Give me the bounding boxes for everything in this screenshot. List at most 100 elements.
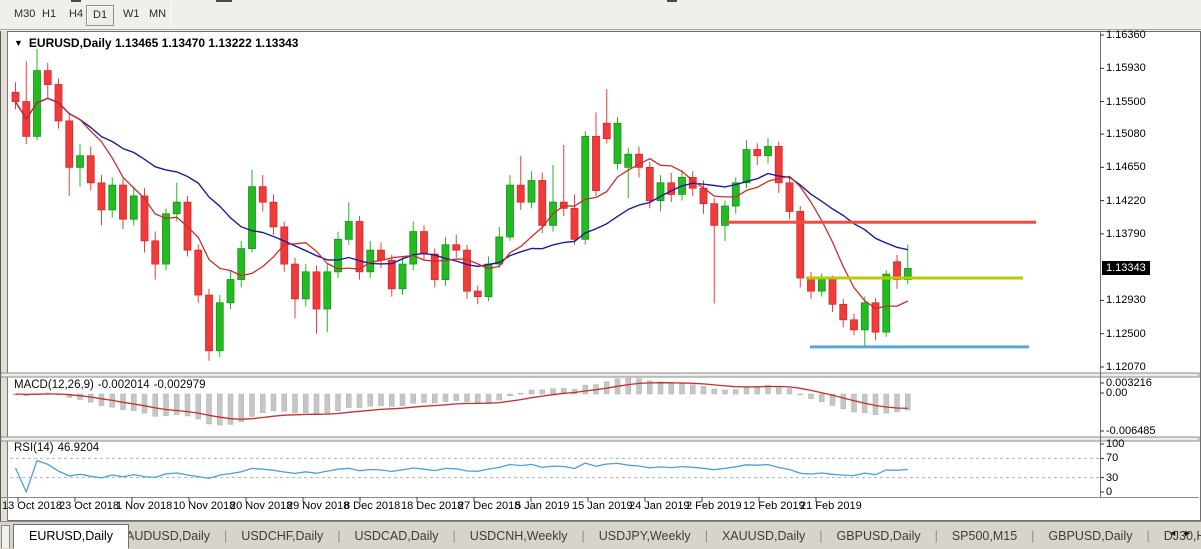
- candle-body: [11, 91, 20, 102]
- tab-usdchf-daily[interactable]: USDCHF,Daily: [241, 529, 324, 543]
- price-tick-label: 1.15500: [1106, 95, 1146, 108]
- macd-bar: [657, 381, 664, 395]
- timeframe-button-h4[interactable]: H4: [69, 8, 84, 20]
- candle-body: [473, 290, 482, 297]
- pane-divider[interactable]: [0, 372, 1200, 378]
- candle-body: [850, 319, 858, 331]
- macd-bar: [88, 393, 94, 403]
- macd-bar: [367, 393, 373, 407]
- macd-bar: [152, 393, 158, 417]
- date-tick-label: 10 Nov 2018: [173, 500, 236, 512]
- timeframe-toolbar: M30 H1 H4 D1 W1 MN: [0, 0, 1201, 30]
- macd-bar: [77, 393, 83, 400]
- date-axis[interactable]: 13 Oct 2018 23 Oct 2018 1 Nov 2018 10 Nov 2…: [0, 498, 1201, 516]
- candle-body: [656, 182, 665, 202]
- candle-body: [721, 205, 729, 226]
- macd-bar: [582, 384, 588, 395]
- macd-bar: [270, 393, 277, 412]
- macd-bar: [281, 393, 287, 412]
- date-tick-label: 21 Feb 2019: [800, 500, 862, 512]
- tab-xauusd-daily[interactable]: XAUUSD,Daily: [721, 529, 806, 543]
- pane-divider[interactable]: [0, 436, 1200, 442]
- macd-indicator-label: MACD(12,26,9) -0.002014 -0.002979: [14, 379, 205, 391]
- candle-body: [377, 249, 385, 261]
- symbol-dropdown-icon[interactable]: ▼: [14, 38, 23, 48]
- toolbar-separator: [170, 4, 171, 26]
- macd-bar: [733, 389, 739, 395]
- date-tick-label: 12 Feb 2019: [743, 500, 805, 512]
- tab-scroll-left-icon[interactable]: ◄: [1168, 528, 1184, 538]
- candle-body: [312, 271, 321, 310]
- timeframe-button-mn[interactable]: MN: [149, 8, 167, 20]
- clipped-toolbar-remnant: [216, 0, 232, 2]
- candle-body: [355, 221, 364, 273]
- timeframe-button-w1[interactable]: W1: [123, 8, 140, 20]
- timeframe-button-d1[interactable]: D1: [86, 5, 115, 26]
- candle-body: [269, 201, 278, 228]
- candle-body: [215, 302, 224, 352]
- candle-body: [97, 182, 106, 211]
- macd-bar: [453, 393, 459, 401]
- tab-eurusd-daily-active[interactable]: EURUSD,Daily: [13, 524, 130, 549]
- rsi-tick-label: 100: [1106, 438, 1125, 450]
- macd-bar: [432, 393, 438, 404]
- macd-bar: [743, 387, 750, 395]
- candle-body: [581, 135, 590, 240]
- macd-bar: [217, 393, 223, 426]
- tab-dj30-h4[interactable]: DJ30,H4: [1163, 529, 1201, 543]
- macd-bar: [174, 393, 180, 415]
- candle-body: [699, 187, 708, 205]
- candle-body: [387, 259, 396, 290]
- candle-body: [441, 244, 450, 280]
- date-tick-label: 5 Jan 2019: [515, 500, 570, 512]
- candle-body: [645, 166, 654, 202]
- candle-body: [592, 135, 600, 191]
- macd-bar: [421, 393, 427, 403]
- rsi-tick-label: 0: [1106, 486, 1113, 498]
- macd-tick-label: -0.006485: [1106, 425, 1156, 437]
- chart-title: ▼ EURUSD,Daily 1.13465 1.13470 1.13222 1.…: [14, 36, 298, 50]
- macd-bar: [303, 393, 309, 414]
- macd-main-value: -0.002014: [97, 379, 150, 391]
- macd-bar: [335, 393, 341, 411]
- tab-scroll-right-icon[interactable]: ►: [1183, 528, 1198, 538]
- tab-separator: |: [1031, 529, 1035, 543]
- timeframe-button-h1[interactable]: H1: [42, 8, 57, 20]
- ma-slow-line: [14, 97, 908, 268]
- tab-usdcad-daily[interactable]: USDCAD,Daily: [354, 529, 439, 543]
- candle-body: [237, 248, 246, 280]
- macd-bar: [184, 393, 191, 417]
- tab-audusd-daily[interactable]: AUDUSD,Daily: [126, 529, 211, 543]
- candle-body: [495, 236, 504, 265]
- tab-gbpusd-daily[interactable]: GBPUSD,Daily: [1048, 529, 1133, 543]
- candle-body: [624, 153, 633, 168]
- candle-body: [162, 213, 170, 265]
- tab-gbpusd-daily[interactable]: GBPUSD,Daily: [836, 529, 921, 543]
- tab-separator: |: [704, 529, 708, 543]
- macd-bar: [690, 384, 696, 395]
- tab-usdcnh-weekly[interactable]: USDCNH,Weekly: [469, 529, 568, 543]
- candle-body: [635, 153, 643, 168]
- candle-body: [742, 149, 751, 184]
- tab-sp500-m15[interactable]: SP500,M15: [951, 529, 1018, 543]
- macd-bar: [829, 393, 836, 406]
- tab-separator: |: [581, 529, 585, 543]
- macd-name: MACD(12,26,9): [14, 379, 94, 391]
- candle-body: [344, 221, 353, 240]
- candle-body: [172, 201, 181, 215]
- macd-tick-label: 0.003216: [1106, 377, 1152, 389]
- macd-bar: [475, 393, 481, 404]
- macd-bar: [66, 393, 72, 398]
- candle-body: [774, 146, 783, 184]
- candle-body: [258, 186, 267, 203]
- tab-separator: |: [1146, 529, 1150, 543]
- macd-bar: [410, 393, 416, 404]
- tab-usdjpy-weekly[interactable]: USDJPY,Weekly: [598, 529, 691, 543]
- macd-bar: [851, 393, 857, 413]
- candle-body: [119, 184, 127, 220]
- timeframe-button-m30[interactable]: M30: [14, 8, 36, 20]
- macd-bar: [797, 393, 803, 396]
- candle-body: [43, 70, 52, 85]
- macd-bar: [679, 383, 685, 395]
